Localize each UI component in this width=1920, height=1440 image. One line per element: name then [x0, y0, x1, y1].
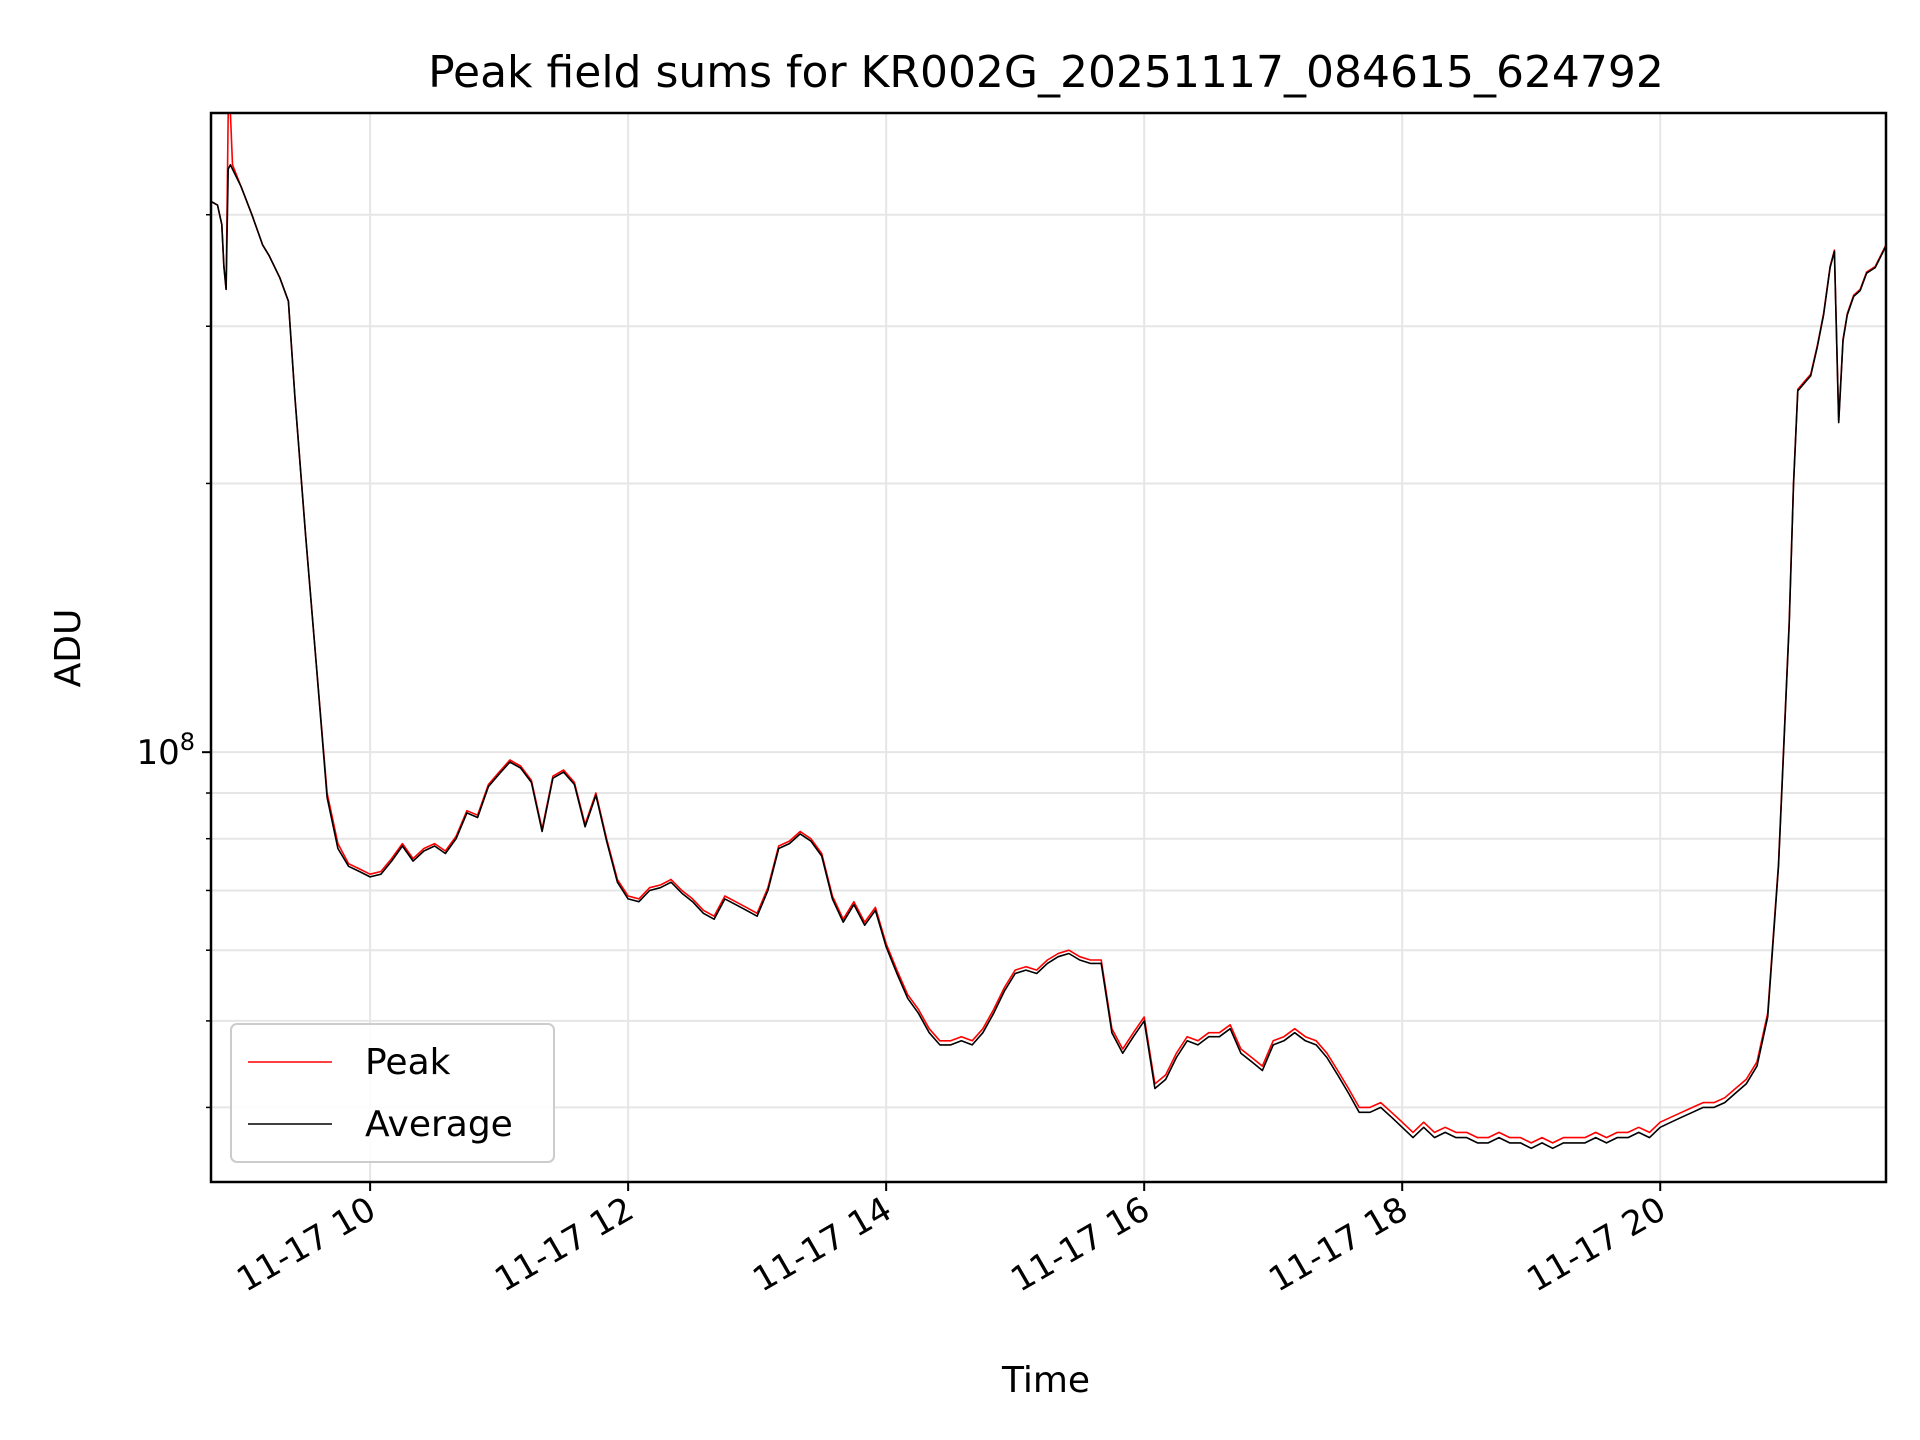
- y-tick-label-exponent: 8: [180, 728, 195, 756]
- series-line-peak: [211, 113, 1886, 1144]
- x-axis-label: Time: [1001, 1360, 1090, 1401]
- legend: Peak Average: [230, 1023, 555, 1163]
- series-line-average: [211, 164, 1886, 1150]
- series-layer: [211, 113, 1886, 1150]
- plot-frame: [209, 111, 1888, 1184]
- y-axis: 108: [136, 213, 211, 1109]
- chart-title: Peak field sums for KR002G_20251117_0846…: [428, 47, 1664, 98]
- legend-label: Peak: [365, 1042, 451, 1083]
- legend-box: [230, 1023, 555, 1163]
- y-tick-label: 108: [136, 728, 195, 773]
- y-axis-label: ADU: [48, 609, 89, 688]
- y-tick-label-base: 10: [136, 733, 179, 773]
- legend-label: Average: [365, 1104, 513, 1145]
